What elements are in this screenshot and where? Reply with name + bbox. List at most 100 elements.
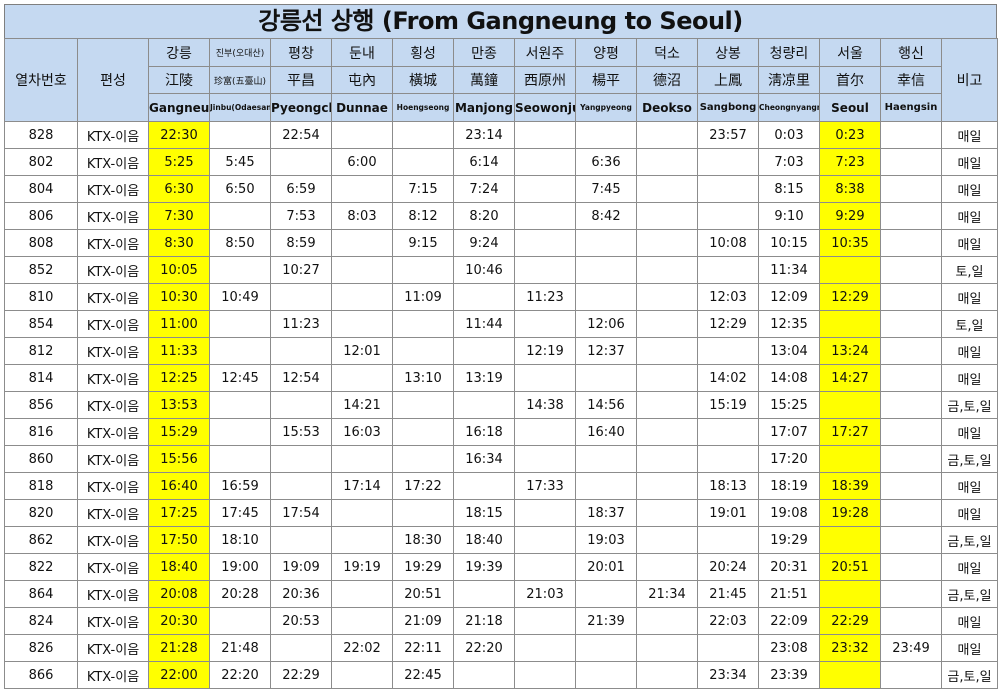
time-cell: 18:40 — [148, 553, 210, 581]
time-cell — [331, 283, 393, 311]
time-cell — [880, 148, 942, 176]
train-number: 818 — [4, 472, 78, 500]
station-name-ko: 강릉 — [148, 38, 210, 67]
time-cell: 21:39 — [575, 607, 637, 635]
station-name-en: Gangneung — [148, 93, 210, 122]
time-cell: 23:49 — [880, 634, 942, 662]
remarks-cell: 금,토,일 — [941, 580, 998, 608]
time-cell — [270, 472, 332, 500]
time-cell: 6:36 — [575, 148, 637, 176]
time-cell: 19:28 — [819, 499, 881, 527]
train-number: 824 — [4, 607, 78, 635]
time-cell: 14:02 — [697, 364, 759, 392]
time-cell — [636, 337, 698, 365]
station-name-hanja: 珍富(五臺山) — [209, 66, 271, 94]
time-cell — [514, 661, 576, 689]
train-formation: KTX-이음 — [77, 580, 149, 608]
train-number: 808 — [4, 229, 78, 257]
train-formation: KTX-이음 — [77, 445, 149, 473]
train-formation: KTX-이음 — [77, 364, 149, 392]
time-cell — [209, 202, 271, 230]
time-cell — [514, 256, 576, 284]
time-cell: 17:54 — [270, 499, 332, 527]
time-cell: 14:56 — [575, 391, 637, 419]
time-cell — [209, 418, 271, 446]
time-cell: 21:34 — [636, 580, 698, 608]
time-cell: 7:45 — [575, 175, 637, 203]
time-cell — [209, 445, 271, 473]
time-cell: 22:11 — [392, 634, 454, 662]
time-cell — [270, 391, 332, 419]
time-cell — [392, 391, 454, 419]
remarks-cell: 매일 — [941, 283, 998, 311]
table-row: 864 KTX-이음 20:08 20:28 20:36 20:51 21:03 21:34 2… — [4, 580, 998, 608]
time-cell: 6:30 — [148, 175, 210, 203]
page-title: 강릉선 상행 (From Gangneung to Seoul) — [4, 4, 997, 38]
time-cell: 22:00 — [148, 661, 210, 689]
time-cell — [575, 364, 637, 392]
time-cell: 12:09 — [758, 283, 820, 311]
time-cell — [209, 256, 271, 284]
time-cell: 14:21 — [331, 391, 393, 419]
time-cell — [697, 256, 759, 284]
time-cell: 6:00 — [331, 148, 393, 176]
time-cell — [209, 310, 271, 338]
time-cell: 23:39 — [758, 661, 820, 689]
station-name-hanja: 德沼 — [636, 66, 698, 94]
table-row: 862 KTX-이음 17:50 18:10 18:30 18:40 19:03 19:29 금… — [4, 526, 998, 554]
time-cell — [392, 337, 454, 365]
time-cell — [209, 121, 271, 149]
time-cell — [880, 283, 942, 311]
train-formation: KTX-이음 — [77, 526, 149, 554]
station-name-en: Deokso — [636, 93, 698, 122]
time-cell: 8:50 — [209, 229, 271, 257]
train-number: 822 — [4, 553, 78, 581]
time-cell — [575, 472, 637, 500]
station-name-ko: 횡성 — [392, 38, 454, 67]
station-name-en: Seoul — [819, 93, 881, 122]
time-cell — [636, 310, 698, 338]
table-row: 828 KTX-이음 22:30 22:54 23:14 23:57 0:03 0:23 매일 — [4, 121, 998, 149]
time-cell: 18:19 — [758, 472, 820, 500]
remarks-cell: 금,토,일 — [941, 391, 998, 419]
train-number: 802 — [4, 148, 78, 176]
remarks-cell: 매일 — [941, 607, 998, 635]
time-cell — [697, 202, 759, 230]
time-cell: 9:10 — [758, 202, 820, 230]
train-number: 860 — [4, 445, 78, 473]
train-formation: KTX-이음 — [77, 661, 149, 689]
time-cell — [636, 148, 698, 176]
table-row: 852 KTX-이음 10:05 10:27 10:46 11:34 토,일 — [4, 256, 998, 284]
header-formation: 편성 — [77, 38, 149, 122]
time-cell: 11:23 — [514, 283, 576, 311]
station-name-hanja: 楊平 — [575, 66, 637, 94]
time-cell — [636, 553, 698, 581]
time-cell: 6:14 — [453, 148, 515, 176]
time-cell — [880, 607, 942, 635]
time-cell — [636, 175, 698, 203]
time-cell: 19:03 — [575, 526, 637, 554]
time-cell: 17:33 — [514, 472, 576, 500]
time-cell — [880, 526, 942, 554]
time-cell — [331, 499, 393, 527]
time-cell — [819, 526, 881, 554]
time-cell: 12:45 — [209, 364, 271, 392]
time-cell — [697, 148, 759, 176]
table-row: 866 KTX-이음 22:00 22:20 22:29 22:45 23:34 23:39 금… — [4, 661, 998, 689]
time-cell: 12:29 — [819, 283, 881, 311]
time-cell: 15:29 — [148, 418, 210, 446]
table-row: 812 KTX-이음 11:33 12:01 12:19 12:37 13:04 13:24 매… — [4, 337, 998, 365]
time-cell: 17:14 — [331, 472, 393, 500]
train-formation: KTX-이음 — [77, 148, 149, 176]
station-name-ko: 둔내 — [331, 38, 393, 67]
remarks-cell: 토,일 — [941, 256, 998, 284]
time-cell — [514, 121, 576, 149]
time-cell: 17:45 — [209, 499, 271, 527]
train-formation: KTX-이음 — [77, 472, 149, 500]
time-cell: 9:29 — [819, 202, 881, 230]
remarks-cell: 금,토,일 — [941, 526, 998, 554]
table-row: 810 KTX-이음 10:30 10:49 11:09 11:23 12:03 12:09 1… — [4, 283, 998, 311]
remarks-cell: 토,일 — [941, 310, 998, 338]
time-cell: 20:53 — [270, 607, 332, 635]
time-cell: 18:30 — [392, 526, 454, 554]
